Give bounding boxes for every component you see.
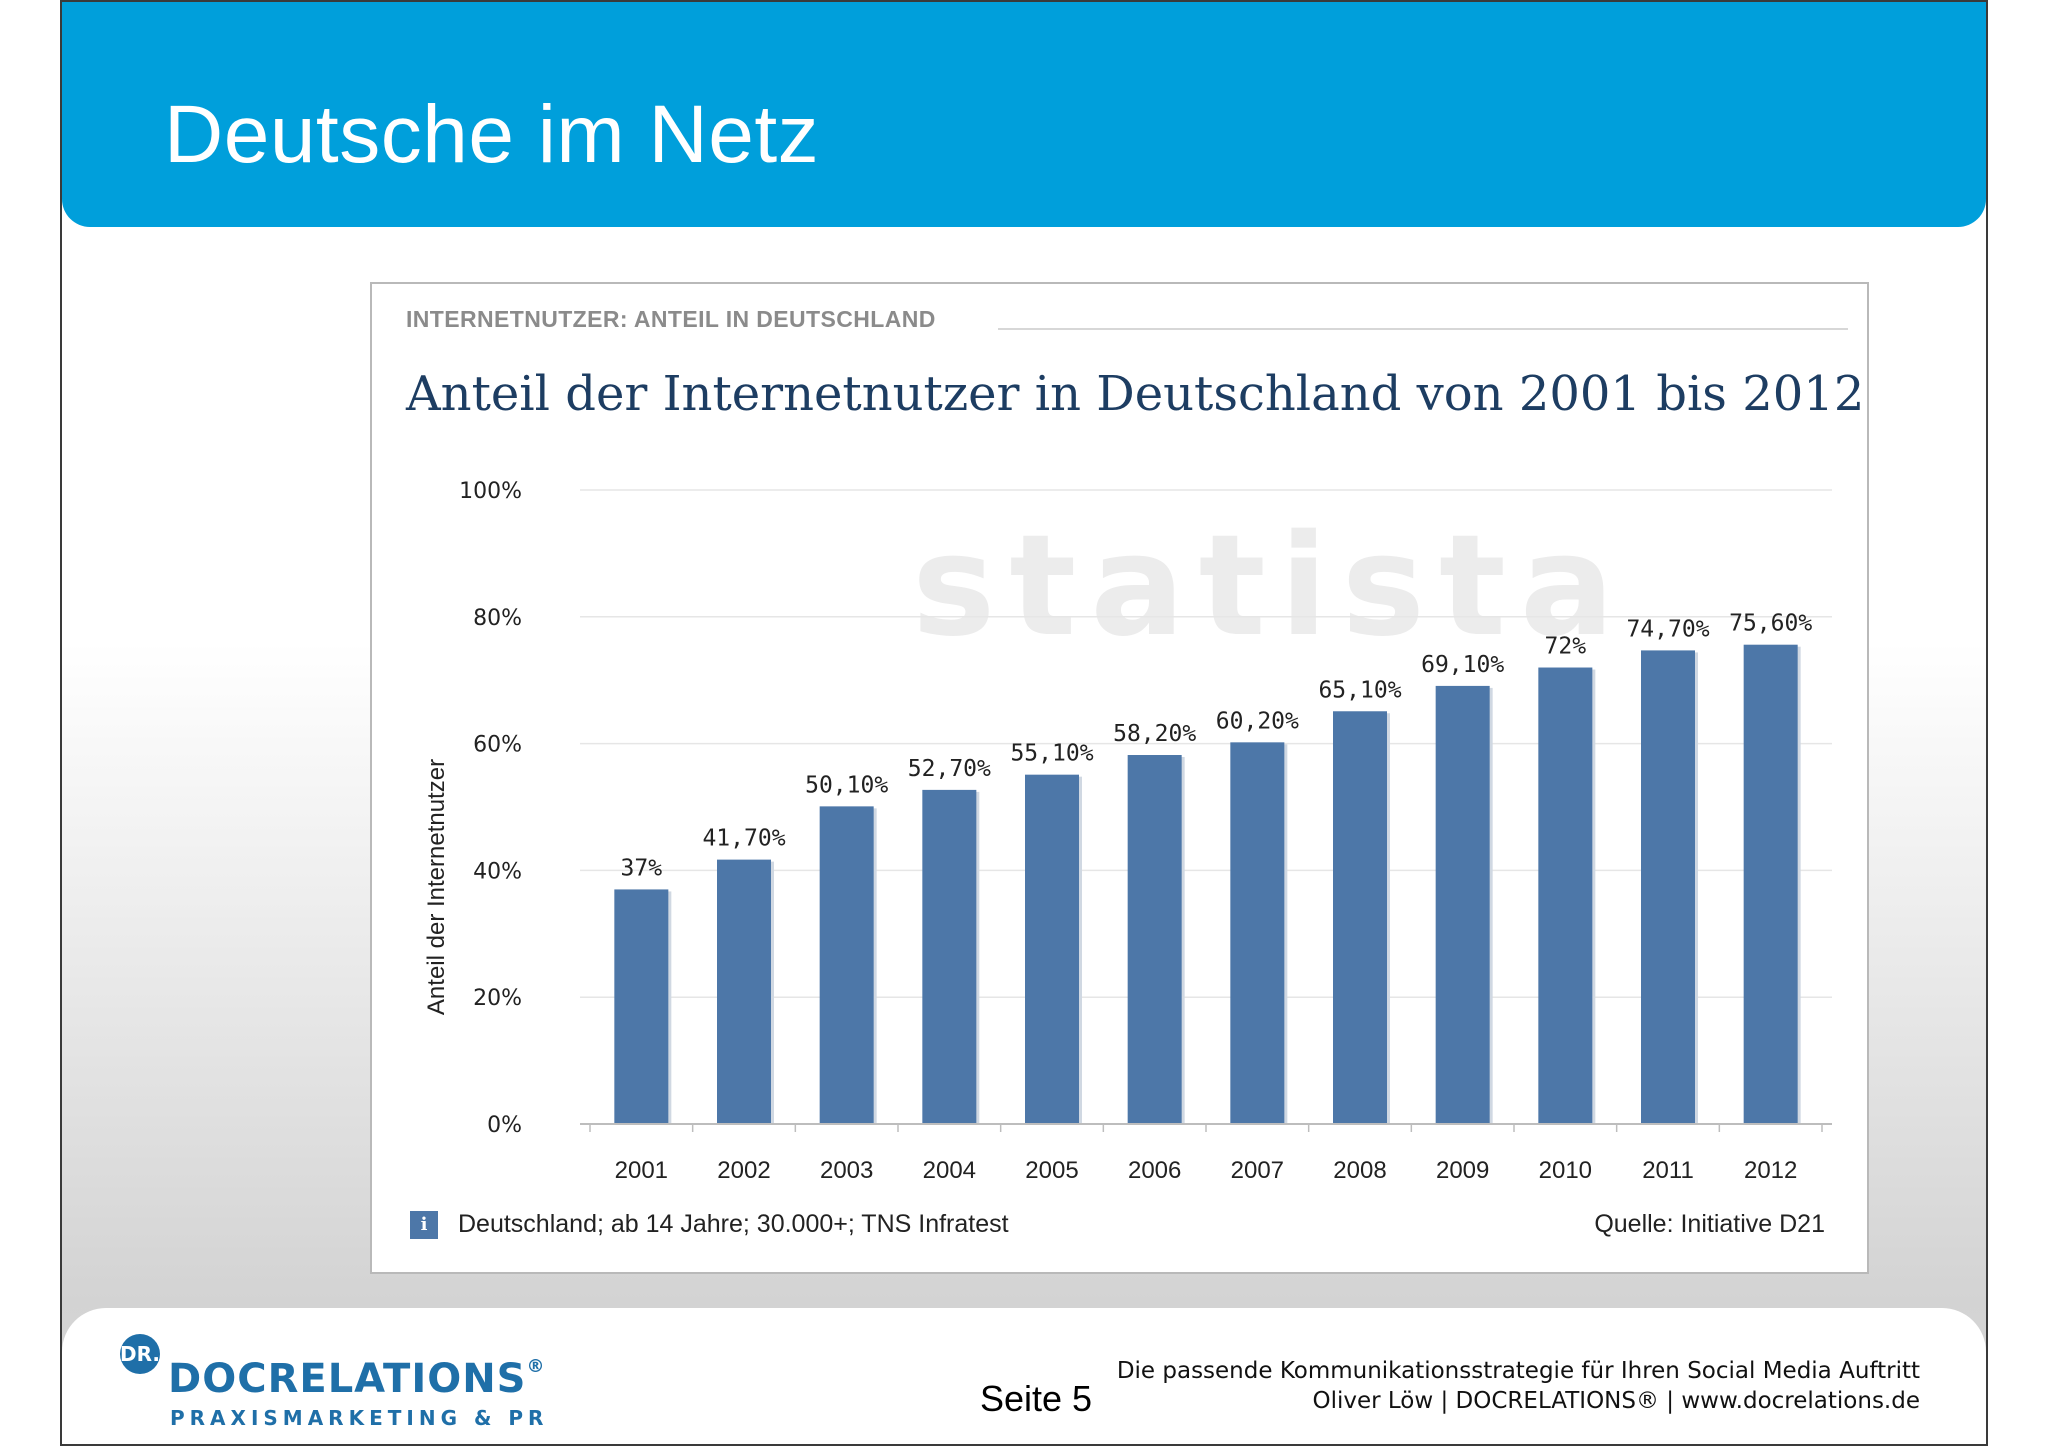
data-label: 65,10% [1318, 677, 1401, 703]
bar [1641, 650, 1695, 1124]
logo-registered-mark: ® [526, 1356, 546, 1377]
y-axis-label: Anteil der Internetnutzer [423, 759, 450, 1015]
slide-title: Deutsche im Netz [164, 89, 820, 180]
bar [717, 859, 771, 1124]
x-tick-label: 2008 [1333, 1157, 1386, 1184]
x-tick-label: 2009 [1436, 1157, 1489, 1184]
y-tick-label: 0% [487, 1113, 522, 1138]
x-tick-label: 2006 [1128, 1157, 1181, 1184]
chart-source: Quelle: Initiative D21 [1594, 1210, 1825, 1238]
x-tick-label: 2010 [1539, 1157, 1592, 1184]
x-tick-label: 2011 [1642, 1157, 1694, 1184]
y-tick-label: 20% [473, 986, 522, 1011]
header-band: Deutsche im Netz [62, 2, 1986, 227]
x-tick-label: 2001 [615, 1157, 668, 1184]
chart-title: Anteil der Internetnutzer in Deutschland… [406, 366, 1865, 422]
x-tick-label: 2012 [1744, 1157, 1797, 1184]
footer-tagline: Die passende Kommunikationsstrategie für… [1116, 1358, 1920, 1384]
data-label: 50,10% [805, 772, 888, 798]
logo-text: DOCRELATIONS [168, 1356, 527, 1402]
data-label: 58,20% [1113, 721, 1196, 747]
data-label: 55,10% [1010, 741, 1093, 767]
x-tick-label: 2007 [1231, 1157, 1284, 1184]
logo: DOCRELATIONS® [168, 1356, 545, 1402]
bar [1230, 742, 1285, 1124]
bars [614, 644, 1801, 1124]
bar [819, 806, 874, 1124]
data-label: 74,70% [1626, 616, 1709, 642]
bar [922, 789, 977, 1124]
data-label: 41,70% [702, 826, 785, 852]
card-header-rule [998, 328, 1848, 330]
x-tick-label: 2005 [1025, 1157, 1078, 1184]
bar [1333, 711, 1387, 1124]
bar [1743, 644, 1798, 1124]
x-tick-label: 2004 [923, 1157, 976, 1184]
data-label: 72% [1545, 634, 1587, 660]
grid-lines [580, 489, 1832, 998]
info-icon[interactable]: i [410, 1211, 438, 1239]
y-tick-label: 100% [459, 479, 522, 504]
x-tick-labels: 2001 2002 2003 2004 2005 2006 2007 2008 2009 2010… [589, 1124, 1823, 1184]
data-label: 69,10% [1421, 652, 1504, 678]
y-tick-label: 40% [473, 859, 522, 884]
bar [614, 889, 669, 1124]
data-label: 75,60% [1729, 611, 1812, 637]
y-tick-label: 80% [473, 606, 522, 631]
y-tick-labels: 0% 20% 40% 60% 80% 100% [459, 479, 522, 1138]
logo-tagline: PRAXISMARKETING & PR [170, 1406, 549, 1430]
bar-chart: statista 0% 20% 40% 60% 80% 100% 37% 41,70% 50,… [423, 479, 1832, 1184]
y-tick-label: 60% [473, 733, 522, 758]
data-label: 60,20% [1216, 708, 1299, 734]
bar [1538, 667, 1593, 1124]
slide: Deutsche im Netz INTERNETNUTZER: ANTEIL … [60, 0, 1988, 1446]
footer-credit: Oliver Löw | DOCRELATIONS® | www.docrela… [1312, 1388, 1920, 1414]
bar [1025, 774, 1079, 1124]
card-header: INTERNETNUTZER: ANTEIL IN DEUTSCHLAND [406, 306, 936, 332]
chart-info-text: Deutschland; ab 14 Jahre; 30.000+; TNS I… [458, 1210, 1009, 1238]
logo-badge: DR. [120, 1334, 160, 1374]
chart-card: INTERNETNUTZER: ANTEIL IN DEUTSCHLAND An… [370, 282, 1869, 1274]
bar [1127, 755, 1182, 1124]
data-label: 37% [621, 855, 663, 881]
bar [1435, 685, 1490, 1124]
footer: DR. DOCRELATIONS® PRAXISMARKETING & PR S… [62, 1308, 1986, 1444]
data-labels: 37% 41,70% 50,10% 52,70% 55,10% 58,20% 60,20% 6… [621, 611, 1813, 882]
data-label: 52,70% [908, 756, 991, 782]
x-tick-label: 2002 [717, 1157, 770, 1184]
x-tick-label: 2003 [820, 1157, 873, 1184]
chart-watermark: statista [912, 505, 1628, 668]
page-number: Seite 5 [980, 1378, 1093, 1419]
